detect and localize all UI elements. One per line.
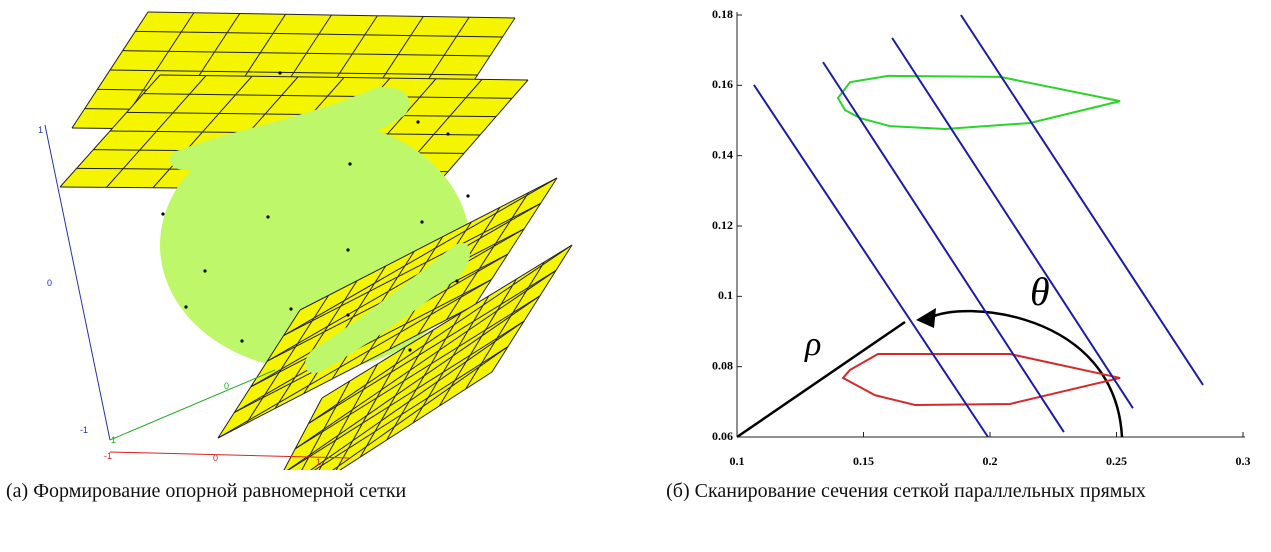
grid-node (420, 220, 423, 223)
x-tick-label: 0.25 (1106, 454, 1127, 468)
y-tick-label: 0.18 (712, 7, 733, 21)
x-tick-label: 0.1 (730, 454, 745, 468)
y-tick-label: 0.06 (712, 429, 733, 443)
grid-node (161, 212, 164, 215)
y-tick-label: 0.12 (712, 218, 733, 232)
axis-label: -1 (80, 425, 88, 435)
y-tick-label: 0.08 (712, 358, 733, 372)
x-tick-label: 0.3 (1236, 454, 1251, 468)
grid-node (446, 132, 449, 135)
grid-node (346, 248, 349, 251)
y-tick-label: 0.1 (718, 288, 733, 302)
grid-node (266, 215, 269, 218)
arrow-head (916, 308, 936, 328)
axis-label: 1 (38, 125, 43, 135)
grid-node (278, 71, 281, 74)
grid-node (240, 339, 243, 342)
grid-node (455, 279, 458, 282)
axis-label: 0 (224, 381, 229, 391)
grid-node (203, 269, 206, 272)
figure-page: 1 0 -1 1 0 -1 0 1 ρ θ 0.10.150.20.250.30… (0, 0, 1271, 552)
axis-label: 0 (47, 278, 52, 288)
grid-node (348, 162, 351, 165)
rho-label: ρ (804, 326, 821, 363)
x-tick-label: 0.15 (853, 454, 874, 468)
axis-label: 0 (213, 453, 218, 463)
grid-node (416, 120, 419, 123)
grid-node (466, 194, 469, 197)
grid-node (346, 313, 349, 316)
caption-a: (а) Формирование опорной равномерной сет… (6, 478, 406, 505)
x-tick-label: 0.2 (983, 454, 998, 468)
axis-label: 1 (111, 435, 116, 445)
axis-label: -1 (104, 451, 112, 461)
grid-node (408, 348, 411, 351)
grid-node (289, 307, 292, 310)
y-tick-label: 0.14 (712, 147, 733, 161)
y-tick-label: 0.16 (712, 77, 733, 91)
grid-3d-view (45, 12, 572, 470)
caption-b: (б) Сканирование сечения сеткой параллел… (556, 478, 1256, 505)
contour (838, 76, 1120, 129)
axis-label: 1 (316, 457, 321, 467)
grid-node (184, 305, 187, 308)
contour (843, 354, 1120, 405)
